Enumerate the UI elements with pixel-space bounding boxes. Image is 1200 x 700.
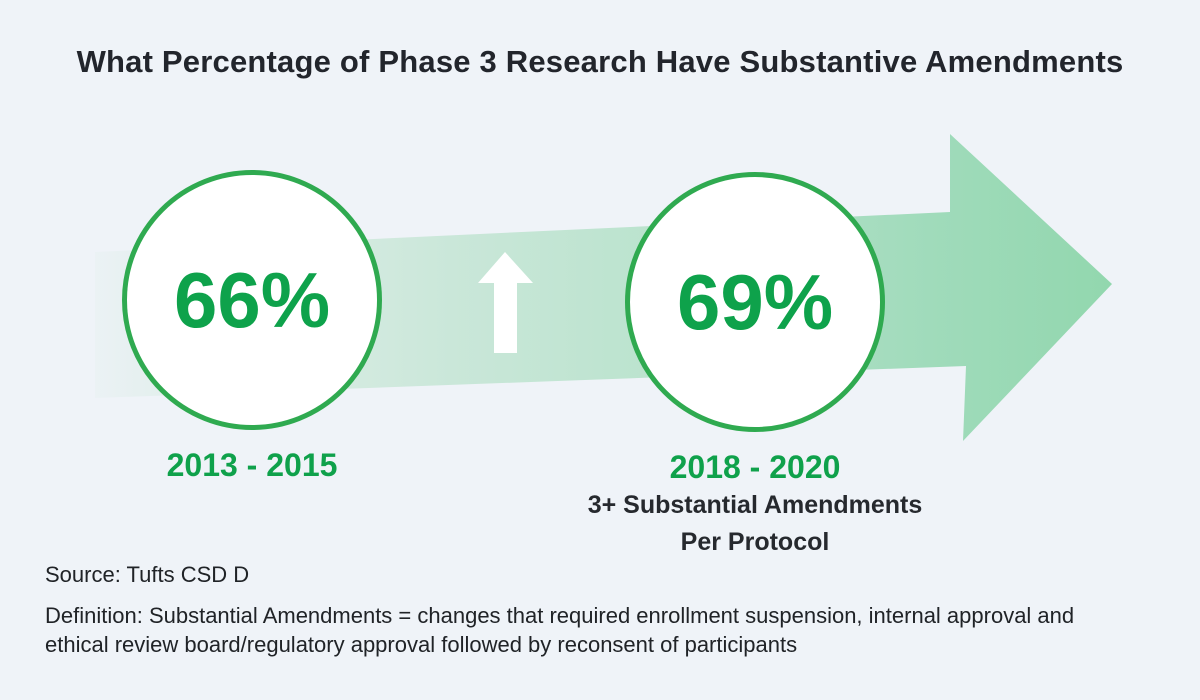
annotation-line-1: 3+ Substantial Amendments	[587, 491, 923, 519]
source-text: Source: Tufts CSD D	[45, 562, 250, 587]
definition-text: Definition: Substantial Amendments = cha…	[45, 603, 1075, 657]
period-label-2018-2020: 2018 - 2020	[669, 449, 841, 485]
kpi-value-2018-2020: 69%	[676, 258, 834, 346]
kpi-circle-2018-2020: 69%	[625, 172, 885, 432]
chart-title: What Percentage of Phase 3 Research Have…	[76, 44, 1124, 79]
annotation-line-2: Per Protocol	[680, 528, 830, 556]
kpi-circle-2013-2015: 66%	[122, 170, 382, 430]
kpi-value-2013-2015: 66%	[173, 256, 331, 344]
period-label-2013-2015: 2013 - 2015	[166, 447, 338, 483]
up-arrow-icon	[478, 252, 533, 353]
